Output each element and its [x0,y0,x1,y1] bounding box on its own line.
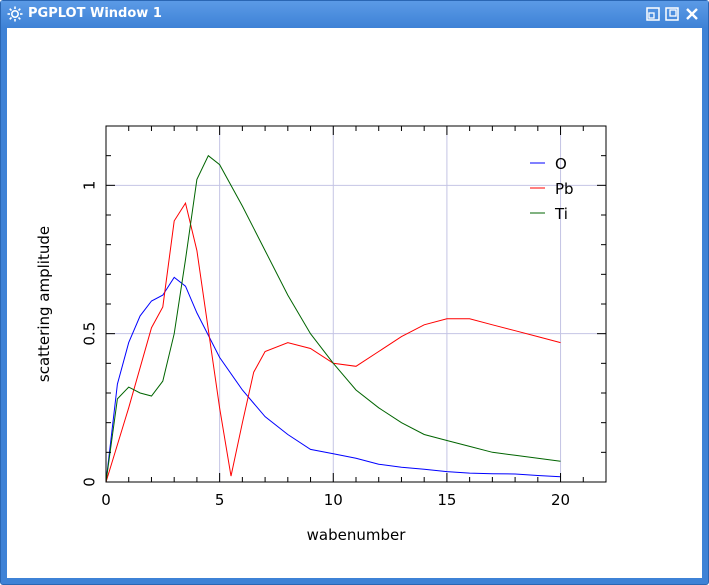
plot-frame [105,125,607,483]
kde-gear-icon[interactable] [6,5,24,23]
x-axis-label: wabenumber [307,526,407,544]
close-icon[interactable] [685,7,699,21]
window-title: PGPLOT Window 1 [28,6,162,21]
chart: 0 5 10 15 20 0 0.5 1 O Pb Ti wabenumber scatterin… [35,125,607,544]
legend-label-pb: Pb [555,180,574,198]
restore-icon[interactable] [646,7,660,21]
maximize-icon[interactable] [665,7,679,21]
x-tick-label: 10 [324,491,343,509]
x-tick-label: 0 [101,491,111,509]
title-bar[interactable]: PGPLOT Window 1 [1,1,708,28]
series-line-ti [105,154,561,483]
x-tick-label: 5 [215,491,225,509]
series-line-pb [105,201,561,483]
legend-label-o: O [555,155,567,173]
legend-label-ti: Ti [554,205,568,223]
x-tick-label: 15 [437,491,456,509]
plot-area: 0 5 10 15 20 0 0.5 1 O Pb Ti wabenumber scatterin… [7,28,702,578]
y-tick-label: 0 [81,477,99,487]
y-axis-label: scattering amplitude [35,226,53,382]
series-line-o [105,276,561,483]
y-tick-label: 1 [81,181,99,191]
y-tick-label: 0.5 [81,322,99,346]
x-tick-label: 20 [551,491,570,509]
